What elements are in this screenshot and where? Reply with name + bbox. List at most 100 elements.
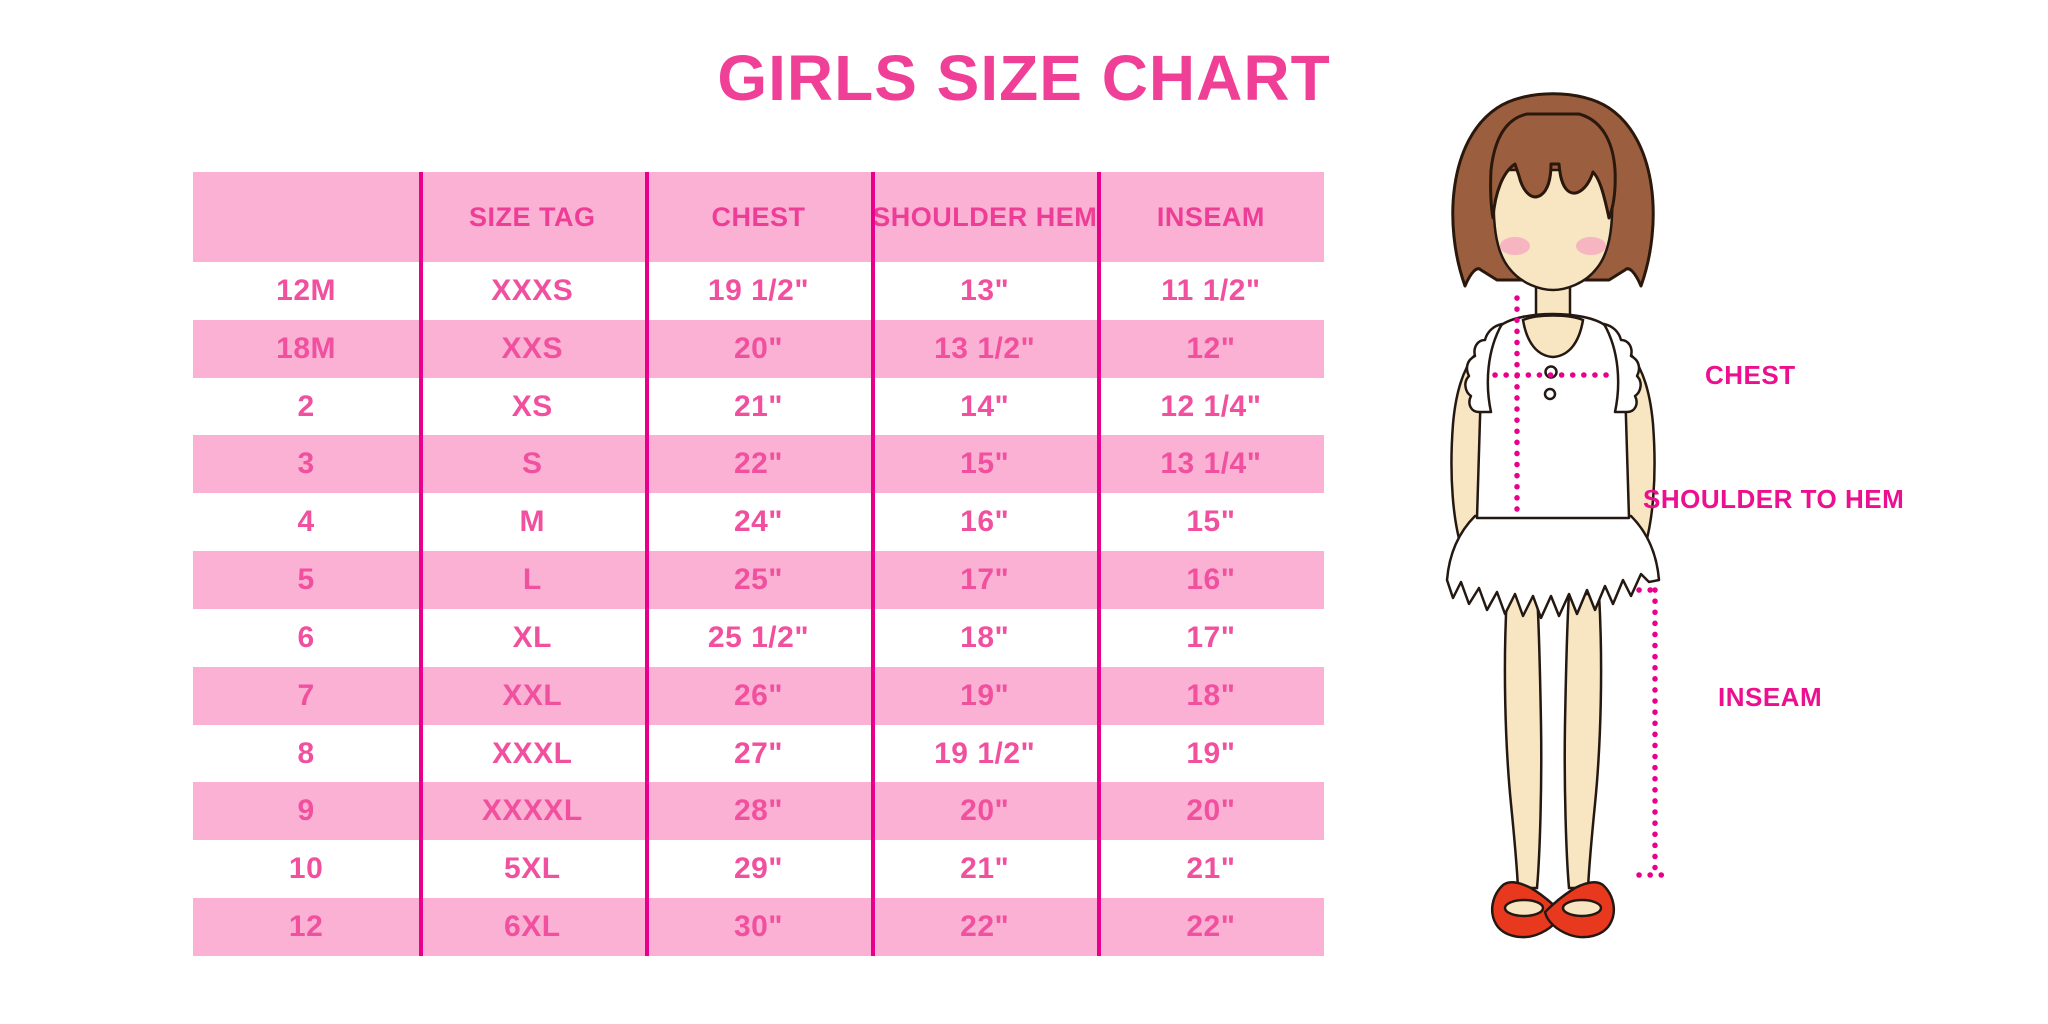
table-row: 18M XXS 20" 13 1/2" 12"	[193, 319, 1324, 378]
column-divider	[645, 172, 649, 956]
table-cell: 13 1/2"	[934, 331, 1036, 365]
page-title: GIRLS SIZE CHART	[717, 42, 1331, 114]
table-cell: 6XL	[504, 910, 561, 944]
table-row: 4 M 24" 16" 15"	[193, 493, 1324, 551]
table-cell: 6	[297, 620, 315, 654]
table-row: 10 5XL 29" 21" 21"	[193, 840, 1324, 898]
table-cell: 19 1/2"	[934, 736, 1036, 770]
table-cell: 18"	[1186, 678, 1236, 712]
table-cell: XXS	[501, 331, 564, 365]
girl-right-leg	[1563, 592, 1603, 890]
girl-neckline	[1521, 314, 1585, 359]
table-row: 12M XXXS 19 1/2" 13" 11 1/2"	[193, 262, 1324, 320]
header-cell	[193, 172, 419, 262]
table-cell: 20"	[1186, 794, 1236, 828]
table-cell: 15"	[1186, 505, 1236, 539]
table-cell: 10	[288, 852, 324, 886]
girl-right-shoulder-ruffle	[1602, 322, 1642, 414]
header-cell: INSEAM	[1156, 201, 1265, 232]
table-cell: XXXS	[491, 273, 574, 307]
table-cell: 16"	[1186, 563, 1236, 597]
left-blush	[1500, 237, 1530, 255]
table-cell: 21"	[1186, 852, 1236, 886]
table-cell: 3	[297, 447, 315, 481]
table-cell: 27"	[733, 736, 784, 770]
table-cell: 26"	[733, 678, 784, 712]
header-cell: CHEST	[711, 201, 806, 232]
table-header-row: SIZE TAG CHEST SHOULDER HEM INSEAM	[193, 172, 1324, 262]
table-cell: 18"	[960, 620, 1010, 654]
table-cell: 22"	[960, 910, 1010, 944]
chest-label: CHEST	[1705, 360, 1796, 390]
table-row: 7 XXL 26" 19" 18"	[193, 666, 1324, 725]
table-row: 6 XL 25 1/2" 18" 17"	[193, 609, 1324, 667]
table-cell: 25"	[733, 563, 784, 597]
header-cell: SIZE TAG	[469, 201, 596, 232]
table-cell: 21"	[733, 389, 784, 423]
table-cell: 19"	[1186, 736, 1236, 770]
table-row: 8 XXXL 27" 19 1/2" 19"	[193, 725, 1324, 783]
girl-left-shoulder-ruffle	[1464, 322, 1504, 414]
column-divider	[419, 172, 423, 956]
table-cell: 16"	[960, 505, 1010, 539]
girl-measurement-illustration	[1445, 92, 1666, 939]
size-table: SIZE TAG CHEST SHOULDER HEM INSEAM 12M XXXS 1…	[193, 172, 1324, 956]
table-cell: 8	[297, 736, 315, 770]
table-cell: 30"	[733, 910, 784, 944]
girl-figure	[1445, 92, 1661, 939]
table-cell: 18M	[276, 331, 337, 365]
table-row: 2 XS 21" 14" 12 1/4"	[193, 378, 1324, 436]
girl-skirt	[1445, 514, 1661, 620]
table-cell: 22"	[1186, 910, 1236, 944]
table-cell: 13"	[960, 273, 1010, 307]
table-cell: 28"	[733, 794, 784, 828]
table-cell: 29"	[733, 852, 784, 886]
right-shoe-strap-opening	[1561, 898, 1603, 918]
column-divider	[1097, 172, 1101, 956]
table-row: 3 S 22" 15" 13 1/4"	[193, 435, 1324, 494]
table-cell: 15"	[960, 447, 1010, 481]
inseam-label: INSEAM	[1718, 682, 1823, 712]
table-cell: S	[522, 447, 543, 481]
left-shoe-strap-opening	[1503, 898, 1545, 918]
header-cell: SHOULDER HEM	[872, 201, 1098, 232]
table-cell: 2	[297, 389, 315, 423]
table-cell: 25 1/2"	[707, 620, 810, 654]
table-cell: XXXL	[492, 736, 573, 770]
table-cell: 12M	[276, 273, 337, 307]
table-cell: 12 1/4"	[1160, 389, 1262, 423]
girl-bangs	[1489, 112, 1617, 220]
table-row: 12 6XL 30" 22" 22"	[193, 898, 1324, 956]
table-cell: 9	[297, 794, 315, 828]
table-row: 5 L 25" 17" 16"	[193, 551, 1324, 609]
table-cell: 13 1/4"	[1160, 447, 1262, 481]
table-cell: XL	[512, 620, 552, 654]
table-cell: M	[519, 505, 546, 539]
table-cell: 12	[288, 910, 324, 944]
table-cell: 21"	[960, 852, 1010, 886]
table-cell: 20"	[733, 331, 784, 365]
table-cell: 5	[297, 563, 315, 597]
table-cell: 19 1/2"	[707, 273, 810, 307]
table-cell: 7	[297, 678, 315, 712]
table-cell: XXXXL	[481, 794, 583, 828]
table-cell: 11 1/2"	[1161, 273, 1261, 307]
table-cell: 14"	[960, 389, 1010, 423]
table-row: 9 XXXXL 28" 20" 20"	[193, 782, 1324, 841]
table-cell: 24"	[733, 505, 784, 539]
bottom-button	[1543, 387, 1557, 401]
girl-face	[1492, 168, 1614, 292]
table-cell: 17"	[960, 563, 1010, 597]
table-cell: 12"	[1186, 331, 1236, 365]
table-cell: L	[522, 563, 542, 597]
table-cell: 19"	[960, 678, 1010, 712]
girl-left-leg	[1503, 592, 1543, 890]
table-cell: XXL	[502, 678, 563, 712]
column-divider	[871, 172, 875, 956]
table-body: 12M XXXS 19 1/2" 13" 11 1/2" 18M XXS 20" 13 1/2"…	[193, 262, 1324, 956]
table-cell: 20"	[960, 794, 1010, 828]
table-cell: XS	[511, 389, 553, 423]
table-cell: 5XL	[504, 852, 561, 886]
shoulder-to-hem-label: SHOULDER TO HEM	[1643, 484, 1905, 514]
